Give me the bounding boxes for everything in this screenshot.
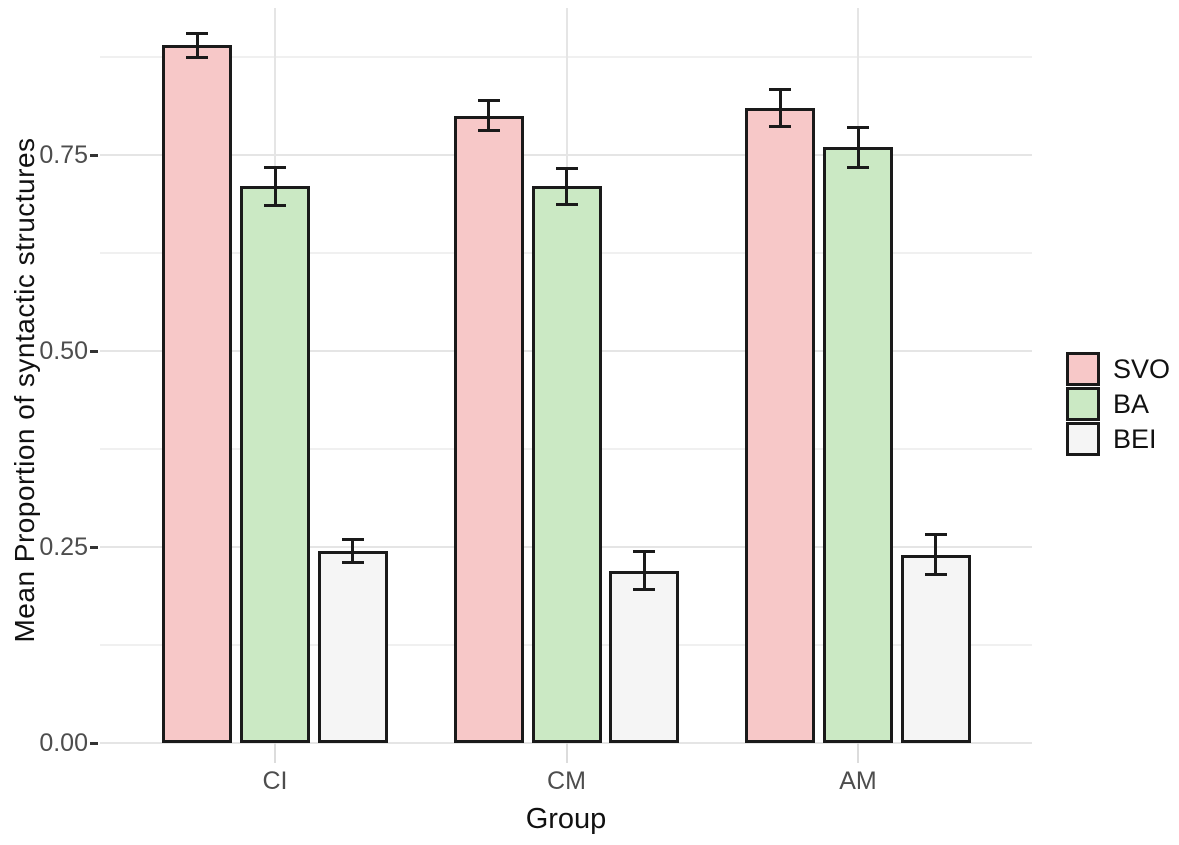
legend-label: BA bbox=[1113, 389, 1150, 419]
legend-item-svo: SVO bbox=[1066, 352, 1170, 386]
bar-CM-BEI bbox=[609, 570, 680, 743]
bar-CM-SVO bbox=[453, 115, 524, 743]
error-bar-CI-BA bbox=[273, 166, 277, 206]
error-bar-AM-BA-cap-top bbox=[847, 125, 869, 129]
error-bar-CI-BA-cap-top bbox=[264, 165, 286, 169]
error-bar-CI-SVO-cap-bottom bbox=[186, 55, 209, 59]
x-tick-label: CI bbox=[262, 767, 288, 795]
error-bar-CI-BEI-cap-bottom bbox=[341, 560, 364, 564]
error-bar-CI-BEI bbox=[351, 539, 355, 563]
error-bar-AM-BEI-cap-bottom bbox=[924, 573, 947, 577]
x-tick-mark bbox=[274, 743, 276, 763]
y-tick-label: 0.75 bbox=[39, 141, 88, 169]
bar-CI-BEI bbox=[317, 550, 388, 743]
error-bar-AM-BEI-cap-top bbox=[924, 533, 947, 537]
bar-CI-BA bbox=[240, 186, 310, 743]
x-tick-label: AM bbox=[839, 767, 877, 795]
error-bar-CM-BEI-cap-bottom bbox=[633, 588, 656, 592]
error-bar-CM-BA-cap-bottom bbox=[555, 203, 578, 207]
error-bar-CM-SVO-cap-top bbox=[477, 99, 500, 103]
y-tick-mark bbox=[90, 741, 98, 745]
error-bar-CI-BEI-cap-top bbox=[341, 538, 364, 542]
bar-AM-SVO bbox=[745, 107, 816, 743]
y-tick-mark bbox=[90, 153, 98, 157]
bar-AM-BEI bbox=[900, 554, 971, 743]
legend: SVO BA BEI bbox=[1066, 352, 1170, 457]
plot-panel bbox=[100, 8, 1032, 744]
legend-swatch-svo bbox=[1066, 352, 1100, 386]
legend-swatch-bei bbox=[1066, 422, 1100, 456]
error-bar-CM-BEI-cap-top bbox=[633, 549, 656, 553]
error-bar-AM-BA-cap-bottom bbox=[847, 165, 869, 169]
bar-AM-BA bbox=[823, 147, 893, 743]
error-bar-CM-SVO-cap-bottom bbox=[477, 129, 500, 133]
error-bar-CM-BA bbox=[565, 167, 568, 206]
error-bar-CI-SVO-cap-top bbox=[186, 31, 209, 35]
y-tick-label: 0.50 bbox=[39, 337, 88, 365]
legend-swatch-ba bbox=[1066, 387, 1100, 421]
legend-label: SVO bbox=[1113, 354, 1171, 384]
y-axis-title: Mean Proportion of syntactic structures bbox=[9, 137, 40, 643]
error-bar-AM-SVO-cap-bottom bbox=[769, 124, 792, 128]
bar-CM-BA bbox=[531, 186, 602, 743]
x-tick-label: CM bbox=[547, 767, 586, 795]
x-axis-title: Group bbox=[525, 803, 607, 835]
error-bar-CI-SVO bbox=[195, 32, 199, 58]
legend-item-bei: BEI bbox=[1066, 422, 1170, 456]
x-tick-mark bbox=[565, 743, 568, 763]
bar-CI-SVO bbox=[162, 45, 233, 743]
x-tick-mark bbox=[857, 743, 859, 763]
error-bar-AM-BEI bbox=[934, 534, 938, 576]
y-tick-mark bbox=[90, 349, 98, 353]
error-bar-AM-SVO-cap-top bbox=[769, 88, 792, 92]
error-bar-CI-BA-cap-bottom bbox=[264, 203, 286, 207]
legend-item-ba: BA bbox=[1066, 387, 1170, 421]
error-bar-CM-BA-cap-top bbox=[555, 166, 578, 170]
error-bar-AM-BA bbox=[856, 126, 860, 168]
y-tick-label: 0.25 bbox=[39, 533, 88, 561]
y-tick-mark bbox=[90, 545, 98, 549]
error-bar-CM-SVO bbox=[487, 100, 491, 132]
y-tick-label: 0.00 bbox=[39, 729, 88, 757]
legend-label: BEI bbox=[1113, 424, 1157, 454]
error-bar-CM-BEI bbox=[642, 550, 646, 591]
error-bar-AM-SVO bbox=[778, 89, 782, 127]
